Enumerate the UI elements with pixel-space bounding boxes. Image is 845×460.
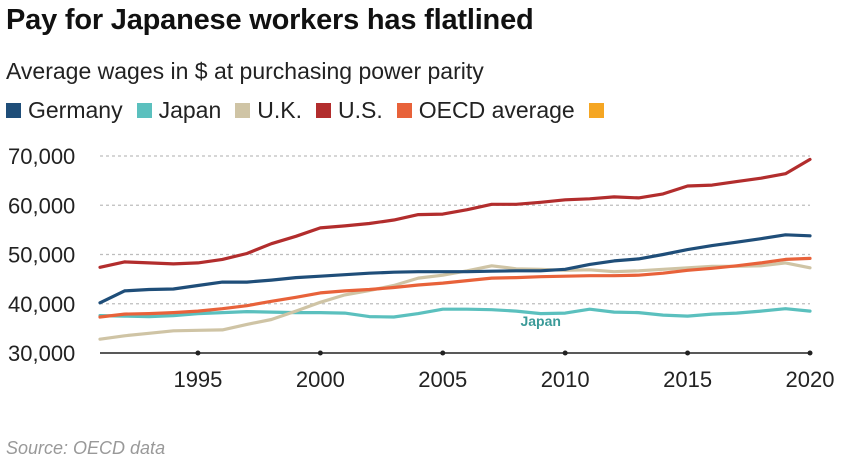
x-tick-label: 2015 [663, 367, 712, 392]
x-tick-label: 2005 [418, 367, 467, 392]
x-tick-mark [440, 350, 446, 356]
y-tick-label: 70,000 [8, 144, 75, 169]
source-note: Source: OECD data [6, 438, 166, 458]
x-tick-mark [807, 350, 813, 356]
chart-subtitle: Average wages in $ at purchasing power p… [6, 58, 484, 84]
legend-label-japan: Japan [158, 96, 222, 123]
x-tick-mark [317, 350, 323, 356]
legend-item-uk: U.K. [235, 97, 302, 124]
series-lines [98, 157, 812, 341]
gridlines [100, 155, 810, 354]
y-tick-label: 50,000 [8, 243, 75, 268]
series-line-oecd-average [98, 256, 812, 319]
legend-swatch-us [316, 102, 331, 118]
x-axis: 1995 2000 2005 2010 2015 2020 [173, 350, 835, 392]
legend-label-us: U.S. [338, 96, 383, 123]
japan-inline-label: Japan [520, 313, 560, 329]
legend-swatch-oecd [396, 102, 412, 118]
x-tick-label: 1995 [173, 367, 222, 392]
series-line-u-s [98, 157, 812, 269]
series-line-u-k [98, 261, 812, 341]
legend-item-japan: Japan [136, 96, 222, 124]
y-tick-label: 60,000 [8, 193, 75, 218]
x-tick-mark [562, 350, 568, 356]
legend-label-germany: Germany [28, 96, 123, 123]
legend-label-oecd: OECD average [418, 96, 575, 123]
annotations: Japan [520, 313, 560, 329]
y-tick-label: 40,000 [8, 292, 75, 317]
legend-item-oecd: OECD average [396, 96, 575, 124]
legend-item-unlabeled [588, 102, 611, 118]
legend-item-germany: Germany [6, 97, 123, 124]
legend-swatch-uk [235, 102, 251, 118]
legend-item-us: U.S. [316, 97, 383, 124]
legend-label-uk: U.K. [257, 96, 302, 123]
y-axis: 30,000 40,000 50,000 60,000 70,000 [8, 144, 75, 366]
series-line-japan [98, 307, 812, 319]
x-tick-label: 2020 [786, 367, 835, 392]
legend: Germany Japan U.K. U.S. OECD average [6, 96, 625, 124]
series-line-germany [98, 233, 812, 305]
legend-swatch-unlabeled [588, 102, 604, 118]
chart-title: Pay for Japanese workers has flatlined [6, 4, 534, 36]
x-tick-label: 2000 [296, 367, 345, 392]
x-tick-mark [195, 350, 201, 356]
y-tick-label: 30,000 [8, 341, 75, 366]
legend-swatch-germany [6, 102, 21, 118]
x-tick-mark [685, 350, 691, 356]
legend-swatch-japan [136, 102, 152, 118]
x-tick-label: 2010 [541, 367, 590, 392]
